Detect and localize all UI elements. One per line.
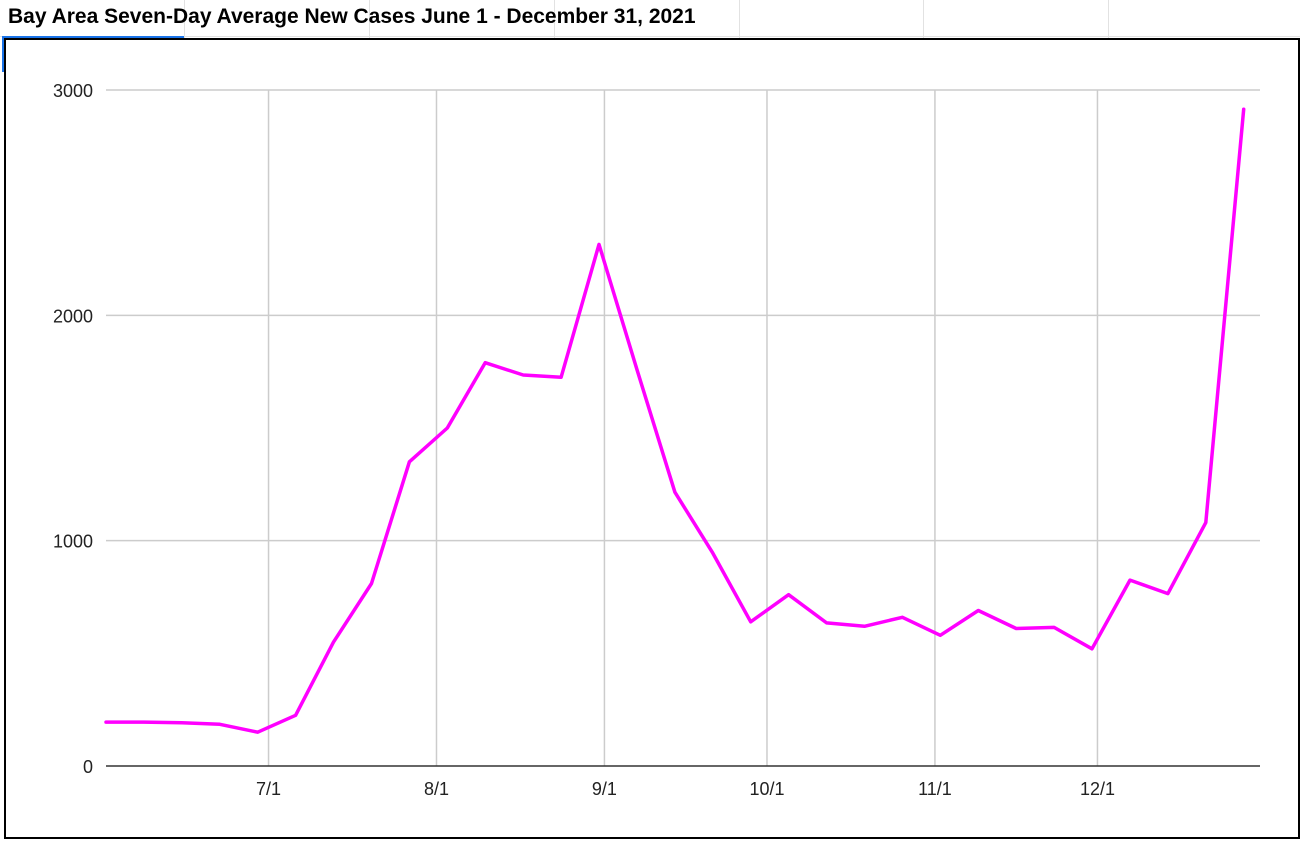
data-point: [1090, 647, 1093, 650]
data-point: [1204, 521, 1207, 524]
data-point: [787, 593, 790, 596]
sheet-gridline: [184, 0, 185, 38]
data-point: [142, 720, 145, 723]
chart-title: Bay Area Seven-Day Average New Cases Jun…: [8, 5, 696, 28]
data-point: [294, 714, 297, 717]
sheet-gridline: [739, 0, 740, 38]
data-point: [863, 625, 866, 628]
sheet-gridline: [0, 36, 1300, 37]
y-tick-label: 0: [83, 757, 93, 777]
y-tick-label: 3000: [53, 81, 93, 101]
data-point: [104, 720, 107, 723]
data-point: [408, 460, 411, 463]
sheet-gridline: [1108, 0, 1109, 38]
y-tick-label: 1000: [53, 532, 93, 552]
data-point: [332, 640, 335, 643]
sheet-gridline: [554, 0, 555, 38]
y-tick-label: 2000: [53, 306, 93, 326]
x-tick-label: 10/1: [749, 779, 784, 799]
x-tick-label: 7/1: [256, 779, 281, 799]
data-point: [1015, 627, 1018, 630]
x-tick-label: 12/1: [1080, 779, 1115, 799]
data-point: [1242, 108, 1245, 111]
data-point: [218, 723, 221, 726]
data-point: [749, 620, 752, 623]
data-point: [484, 361, 487, 364]
chart-frame[interactable]: [4, 38, 1300, 839]
x-tick-label: 9/1: [592, 779, 617, 799]
data-point: [559, 376, 562, 379]
data-point: [1053, 626, 1056, 629]
data-point: [939, 634, 942, 637]
data-point: [446, 426, 449, 429]
x-tick-label: 11/1: [918, 779, 952, 799]
data-point: [180, 721, 183, 724]
selected-cell[interactable]: [2, 36, 184, 72]
data-point: [977, 609, 980, 612]
data-point: [597, 243, 600, 246]
data-point: [370, 582, 373, 585]
data-point: [522, 373, 525, 376]
data-point: [711, 551, 714, 554]
sheet-gridline: [923, 0, 924, 38]
data-point: [1128, 579, 1131, 582]
data-point: [673, 491, 676, 494]
x-tick-label: 8/1: [424, 779, 449, 799]
sheet-gridline: [369, 0, 370, 38]
data-point: [256, 731, 259, 734]
data-point: [635, 368, 638, 371]
data-point: [825, 621, 828, 624]
data-point: [901, 616, 904, 619]
data-point: [1166, 592, 1169, 595]
series-line: [104, 107, 1246, 734]
